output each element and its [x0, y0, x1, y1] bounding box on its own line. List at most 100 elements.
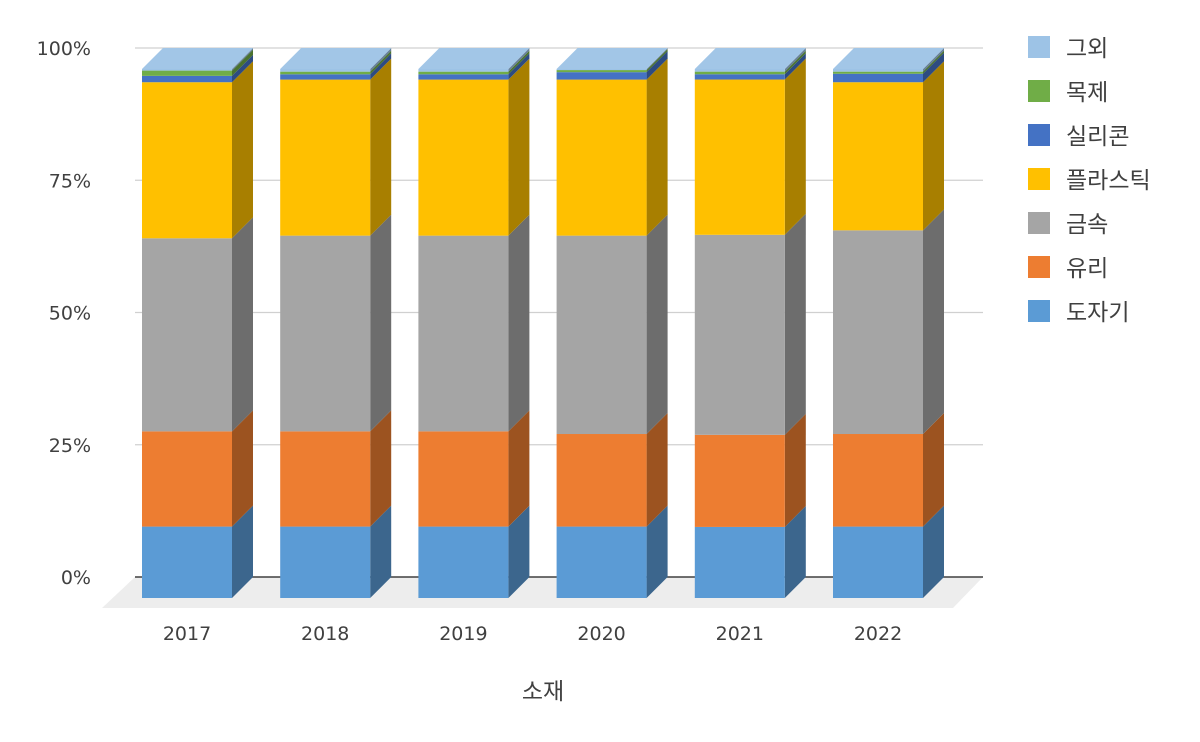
- y-tick-label: 100%: [37, 38, 91, 60]
- bar-segment-도자기: [556, 526, 647, 598]
- bar-segment-그외: [556, 69, 647, 71]
- x-tick-label: 2020: [577, 623, 625, 645]
- bar-segment-유리: [280, 431, 371, 527]
- bar-stack-2017: [142, 48, 253, 598]
- x-tick-label: 2019: [439, 623, 487, 645]
- bar-segment-도자기: [142, 526, 232, 598]
- y-tick-label: 75%: [49, 170, 91, 192]
- x-tick-label: 2022: [854, 623, 902, 645]
- bar-segment-그외: [694, 69, 785, 72]
- bar-segment-유리: [694, 434, 785, 527]
- x-tick-label: 2018: [301, 623, 349, 645]
- bar-top-그외: [418, 48, 530, 69]
- bar-side-금속: [784, 213, 806, 435]
- bar-stack-2021: [694, 48, 806, 598]
- bar-side-그외: [232, 48, 253, 71]
- legend-item: 그외: [1028, 36, 1108, 62]
- bar-side-도자기: [923, 505, 944, 598]
- bar-segment-플라스틱: [280, 79, 371, 236]
- bar-segment-도자기: [694, 526, 785, 598]
- bar-side-목제: [232, 49, 253, 76]
- bar-segment-금속: [280, 235, 371, 432]
- legend-label: 그외: [1066, 36, 1108, 62]
- bar-segment-유리: [556, 434, 647, 527]
- bar-segment-목제: [280, 71, 371, 75]
- x-axis-title: 소재: [522, 679, 564, 705]
- bar-side-플라스틱: [646, 58, 668, 236]
- bar-top-그외: [556, 48, 668, 69]
- bar-segment-유리: [833, 434, 923, 527]
- legend-label: 목제: [1066, 80, 1108, 106]
- bar-stack-2022: [833, 48, 944, 598]
- legend-item: 도자기: [1028, 300, 1129, 326]
- legend-item: 금속: [1028, 212, 1108, 238]
- bar-side-도자기: [508, 505, 530, 598]
- legend-label: 도자기: [1066, 300, 1129, 326]
- legend-swatch: [1028, 300, 1050, 322]
- legend-swatch: [1028, 36, 1050, 58]
- x-tick-label: 2021: [716, 623, 764, 645]
- bar-segment-그외: [833, 69, 923, 72]
- bar-top-그외: [833, 48, 944, 69]
- bar-segment-도자기: [418, 526, 509, 598]
- bar-segment-유리: [142, 431, 232, 527]
- bar-side-금속: [232, 217, 253, 432]
- bar-side-목제: [370, 50, 392, 75]
- legend-swatch: [1028, 124, 1050, 146]
- bar-segment-금속: [556, 235, 647, 435]
- bar-segment-도자기: [833, 526, 923, 598]
- bar-segment-목제: [142, 70, 232, 76]
- bar-side-유리: [232, 410, 253, 527]
- bar-side-유리: [646, 413, 668, 527]
- bar-stack-2020: [556, 48, 668, 598]
- bar-segment-금속: [142, 238, 232, 432]
- bar-segment-플라스틱: [694, 79, 785, 235]
- bar-side-플라스틱: [508, 58, 530, 236]
- bar-side-실리콘: [508, 53, 530, 80]
- bar-side-도자기: [370, 505, 392, 598]
- bar-side-실리콘: [784, 53, 806, 80]
- bars: [142, 48, 944, 598]
- legend-swatch: [1028, 256, 1050, 278]
- bar-side-플라스틱: [232, 61, 253, 239]
- bar-top-그외: [280, 48, 392, 69]
- bar-side-금속: [370, 214, 392, 432]
- bar-segment-실리콘: [833, 73, 923, 83]
- x-tick-label: 2017: [163, 623, 211, 645]
- x-axis-ticks: 2017 2018 2019 2020 2021 2022: [163, 623, 902, 645]
- y-axis-ticks: 0% 25% 50% 75% 100%: [37, 38, 91, 589]
- bar-side-목제: [646, 49, 668, 73]
- bar-side-도자기: [646, 505, 668, 598]
- y-tick-label: 0%: [61, 567, 91, 589]
- bar-side-금속: [923, 209, 944, 435]
- bar-segment-금속: [694, 234, 785, 435]
- bar-segment-도자기: [280, 526, 371, 598]
- bar-side-그외: [923, 48, 944, 72]
- bar-side-실리콘: [370, 53, 392, 80]
- bar-side-목제: [784, 50, 806, 75]
- bar-top-그외: [694, 48, 806, 69]
- bar-side-플라스틱: [923, 61, 944, 231]
- bar-side-그외: [370, 48, 392, 72]
- bar-segment-플라스틱: [556, 79, 647, 236]
- bar-side-그외: [508, 48, 530, 72]
- legend-label: 실리콘: [1066, 124, 1129, 150]
- bar-side-플라스틱: [370, 58, 392, 236]
- bar-stack-2018: [280, 48, 392, 598]
- bar-segment-플라스틱: [833, 82, 923, 231]
- bar-segment-실리콘: [694, 74, 785, 80]
- bar-side-그외: [784, 48, 806, 72]
- bar-segment-목제: [556, 70, 647, 73]
- bar-segment-플라스틱: [142, 82, 232, 239]
- bar-segment-목제: [694, 71, 785, 75]
- legend-item: 플라스틱: [1028, 168, 1151, 194]
- legend-swatch: [1028, 80, 1050, 102]
- bar-side-유리: [508, 410, 530, 527]
- bar-side-유리: [784, 413, 806, 527]
- bar-segment-목제: [833, 71, 923, 74]
- bar-side-금속: [508, 214, 530, 432]
- legend-item: 실리콘: [1028, 124, 1129, 150]
